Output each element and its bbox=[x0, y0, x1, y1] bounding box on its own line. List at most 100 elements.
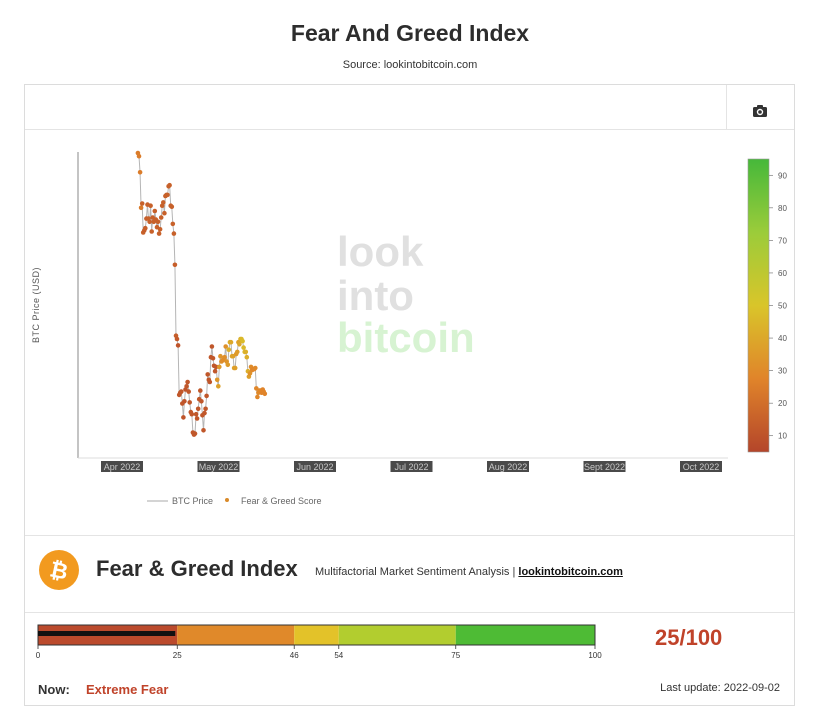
scale-tick-label: 70 bbox=[778, 236, 787, 245]
score-point bbox=[210, 356, 216, 361]
score-point bbox=[198, 388, 203, 393]
scale-tick-label: 50 bbox=[778, 302, 787, 311]
score-point bbox=[179, 389, 184, 394]
scale-tick-label: 10 bbox=[778, 432, 787, 441]
index-info-row: ₿ Fear & Greed Index Multifactorial Mark… bbox=[25, 535, 794, 613]
score-point bbox=[225, 362, 231, 368]
x-tick-label: Oct 2022 bbox=[683, 462, 720, 472]
legend-btc-price[interactable]: BTC Price bbox=[172, 496, 213, 506]
score-point bbox=[255, 394, 260, 400]
score-point bbox=[156, 231, 162, 236]
score-point bbox=[148, 203, 153, 208]
score-point bbox=[235, 349, 240, 355]
score-point bbox=[254, 386, 259, 391]
x-tick: May 2022 bbox=[197, 461, 240, 472]
camera-icon bbox=[753, 105, 767, 117]
score-point bbox=[184, 384, 189, 389]
score-point bbox=[155, 219, 161, 225]
score-point bbox=[174, 336, 180, 342]
color-scale-ticks: 10 20 30 40 50 60 70 80 90 bbox=[769, 171, 787, 441]
legend-score-swatch bbox=[225, 498, 229, 502]
x-tick-labels: Apr 2022 May 2022 Jun 2022 Jul 2022 Aug 2022… bbox=[101, 461, 722, 472]
gauge-tick-label: 54 bbox=[334, 651, 343, 660]
x-tick: Jul 2022 bbox=[390, 461, 433, 472]
gauge-segment bbox=[338, 625, 456, 645]
x-tick: Apr 2022 bbox=[101, 461, 143, 472]
score-point bbox=[162, 210, 167, 216]
score-point bbox=[243, 349, 249, 355]
score-point bbox=[228, 339, 234, 345]
score-point bbox=[158, 215, 164, 220]
watermark: look into bitcoin bbox=[337, 228, 475, 361]
index-subtitle-text: Multifactorial Market Sentiment Analysis… bbox=[315, 566, 519, 578]
score-point bbox=[207, 379, 213, 385]
scale-tick-label: 60 bbox=[778, 269, 787, 278]
index-title: Fear & Greed Index bbox=[96, 556, 298, 581]
score-point bbox=[195, 406, 201, 412]
scale-tick-label: 40 bbox=[778, 334, 787, 343]
scale-tick-label: 20 bbox=[778, 399, 787, 408]
scale-tick-label: 30 bbox=[778, 367, 787, 376]
score-point bbox=[203, 406, 208, 412]
chart-toolbar bbox=[25, 85, 794, 130]
page-title: Fear And Greed Index bbox=[290, 20, 530, 46]
chart-legend[interactable]: BTC Price Fear & Greed Score bbox=[147, 496, 322, 506]
score-point bbox=[217, 364, 222, 370]
score-point bbox=[139, 201, 145, 206]
screenshot-button[interactable] bbox=[726, 85, 794, 129]
score-point bbox=[143, 225, 148, 231]
score-point bbox=[205, 372, 210, 377]
now-label: Now: bbox=[38, 682, 70, 697]
gauge-ticks: 0 25 46 54 75 100 bbox=[36, 645, 602, 660]
gauge-segment bbox=[294, 625, 339, 645]
score-point bbox=[226, 347, 232, 352]
score-point bbox=[222, 354, 227, 360]
score-point bbox=[194, 416, 200, 421]
score-point bbox=[201, 428, 206, 433]
watermark-bitcoin: bitcoin bbox=[337, 314, 475, 361]
score-point bbox=[186, 389, 191, 394]
watermark-into: into bbox=[337, 272, 414, 319]
legend-fear-greed-score[interactable]: Fear & Greed Score bbox=[241, 496, 322, 506]
fear-greed-chart: look into bitcoin BTC Price (USD) Apr 20… bbox=[31, 150, 787, 506]
gauge-tick-label: 46 bbox=[290, 651, 299, 660]
score-point bbox=[138, 205, 144, 211]
score-point bbox=[182, 399, 187, 404]
score-point bbox=[157, 227, 163, 232]
y-axis-label: BTC Price (USD) bbox=[31, 267, 41, 343]
score-point bbox=[247, 371, 253, 376]
x-tick: Oct 2022 bbox=[680, 461, 722, 472]
score-point bbox=[193, 411, 199, 417]
score-point bbox=[209, 344, 215, 349]
score-point bbox=[185, 379, 190, 385]
watermark-look: look bbox=[337, 228, 424, 275]
score-point bbox=[149, 229, 154, 234]
x-tick: Sept 2022 bbox=[583, 461, 626, 472]
score-point bbox=[137, 170, 143, 175]
scale-tick-label: 80 bbox=[778, 204, 787, 213]
score-point bbox=[167, 182, 172, 188]
x-tick-label: Sept 2022 bbox=[584, 462, 625, 472]
score-point bbox=[189, 411, 195, 417]
lookintobitcoin-link[interactable]: lookintobitcoin.com bbox=[518, 566, 623, 578]
score-point bbox=[237, 342, 242, 347]
score-point bbox=[192, 431, 198, 436]
score-point bbox=[170, 221, 176, 227]
x-tick-label: May 2022 bbox=[199, 462, 239, 472]
gauge-segment bbox=[455, 625, 595, 645]
score-point bbox=[199, 399, 204, 404]
score-point bbox=[175, 343, 181, 348]
score-point bbox=[136, 153, 142, 159]
score-point bbox=[169, 204, 175, 209]
score-point bbox=[165, 192, 170, 198]
score-point bbox=[223, 344, 228, 349]
score-point bbox=[240, 338, 245, 344]
gauge-tick-label: 25 bbox=[173, 651, 182, 660]
score-point bbox=[161, 200, 166, 205]
fear-greed-gauge: 0 25 46 54 75 100 bbox=[36, 624, 602, 660]
score-point bbox=[218, 353, 223, 359]
score-point bbox=[181, 415, 186, 420]
gauge-tick-label: 100 bbox=[588, 651, 602, 660]
score-point bbox=[152, 208, 158, 214]
x-tick-label: Aug 2022 bbox=[489, 462, 528, 472]
